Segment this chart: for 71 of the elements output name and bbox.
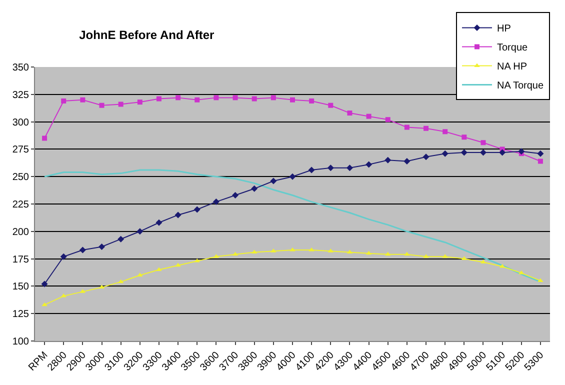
y-tick-label: 350: [12, 62, 30, 74]
point: [347, 110, 352, 116]
legend-label: Torque: [497, 42, 528, 54]
point: [118, 236, 124, 242]
point: [232, 95, 238, 100]
point: [251, 185, 258, 192]
point: [252, 96, 257, 102]
point: [41, 280, 48, 288]
y-tick-label: 100: [12, 336, 30, 348]
point: [118, 102, 124, 107]
y-tick-label: 250: [12, 172, 30, 184]
point: [137, 100, 142, 105]
point: [194, 206, 200, 213]
point: [60, 253, 67, 260]
point: [270, 178, 277, 184]
point: [175, 262, 181, 267]
point: [79, 246, 86, 254]
y-tick-label: 150: [12, 282, 30, 293]
point: [289, 173, 296, 180]
point: [538, 158, 543, 164]
point: [537, 150, 544, 157]
y-tick-label: 175: [12, 254, 30, 266]
y-tick-label: 325: [12, 90, 30, 101]
point: [80, 97, 86, 102]
point: [136, 228, 144, 235]
y-tick-label: 125: [12, 309, 30, 320]
point: [176, 95, 181, 100]
point: [309, 98, 314, 104]
y-tick-label: 275: [12, 144, 30, 156]
point: [174, 212, 182, 218]
point: [424, 126, 429, 131]
point: [422, 154, 430, 160]
point: [346, 164, 353, 172]
point: [99, 102, 104, 108]
point: [404, 124, 410, 130]
point: [156, 267, 162, 272]
point: [518, 148, 525, 155]
point: [42, 302, 48, 306]
point: [232, 192, 239, 198]
point: [366, 161, 372, 168]
legend-label: NA HP: [497, 62, 528, 73]
point: [212, 198, 220, 206]
point: [460, 149, 468, 156]
point: [462, 134, 467, 140]
point: [385, 117, 390, 122]
point: [214, 95, 219, 100]
point: [156, 219, 162, 226]
chart-title: JohnE Before And After: [79, 28, 215, 42]
point: [442, 150, 448, 157]
point: [480, 140, 486, 146]
point: [328, 102, 334, 108]
point: [42, 136, 48, 141]
y-tick-label: 300: [12, 117, 30, 128]
point: [499, 149, 506, 156]
point: [366, 114, 372, 119]
legend-label: HP: [497, 24, 512, 35]
point: [384, 156, 392, 164]
point: [61, 98, 66, 104]
point: [308, 166, 315, 174]
legend-label: NA Torque: [497, 80, 544, 92]
point: [290, 97, 295, 102]
point: [480, 149, 486, 156]
point: [404, 158, 410, 165]
point: [194, 97, 200, 102]
y-tick-label: 200: [12, 226, 30, 238]
point: [442, 129, 448, 134]
point: [156, 96, 162, 102]
point: [270, 95, 276, 100]
point: [98, 243, 106, 250]
y-tick-label: 225: [12, 200, 30, 210]
point: [327, 164, 334, 172]
